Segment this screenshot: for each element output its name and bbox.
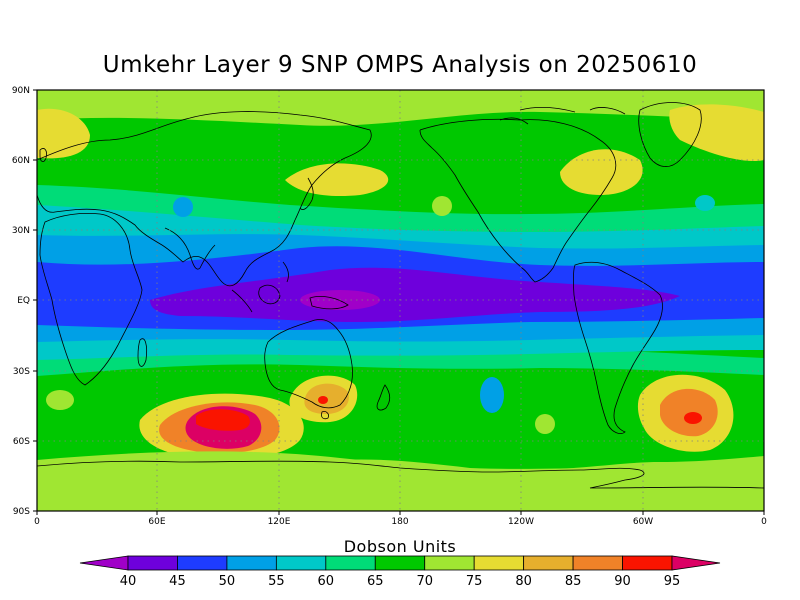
colorbar-swatch [275,555,327,571]
field-high-nw-europe [37,108,90,159]
field-band-40 [150,267,680,322]
field-high-greenland [560,149,643,195]
colorbar-tick-label: 70 [416,574,433,589]
coast-tasmania [321,411,329,420]
colorbar-arrow-low [79,555,129,571]
field-high-ne-atlantic [669,104,764,161]
coast-madagascar [137,338,148,367]
coast-greenland [638,102,702,167]
y-label: 90S [13,507,30,517]
y-label: 90N [12,86,30,96]
field-blob-pacific-north [432,196,452,216]
colorbar-tick-label: 45 [169,574,186,589]
field-high-indian-90 [196,409,250,431]
x-label: 60W [633,517,653,527]
colorbar-swatch [374,555,426,571]
y-label: 60S [13,437,30,447]
colorbar-swatch [572,555,623,571]
field-blob-westafrica [46,390,74,410]
colorbar-swatch [622,555,673,571]
colorbar-tick-label: 65 [367,574,384,589]
coast-eurasia [37,111,372,287]
coast-southamerica [572,261,663,434]
colorbar-swatch [523,555,574,571]
coast-arctic-islands [499,106,626,125]
axis-ticks [33,89,765,515]
colorbar-title: Dobson Units [343,537,457,556]
field-high-north-pacific [285,163,389,197]
field-high-australia-90 [318,396,328,404]
coast-philippines [282,261,289,283]
coast-australia [264,319,353,409]
y-label: 30S [13,367,30,377]
coast-uk [39,148,47,162]
colorbar-tick-label: 75 [466,574,483,589]
coast-japan [299,177,314,210]
colorbar: 40 45 50 55 60 65 70 75 80 85 90 95 [79,555,721,589]
field-band-south-65 [37,300,764,376]
field-high-atlantic-85 [660,388,718,437]
colorbar-swatch [226,555,277,571]
field-blob-atlantic-south [535,414,555,434]
field-blob-nz [374,437,386,447]
y-label: 30N [12,226,30,236]
colorbar-tick-label: 90 [614,574,631,589]
y-label: EQ [17,296,30,306]
colorbar-tick-label: 60 [318,574,335,589]
colorbar-tick-label: 40 [120,574,137,589]
field-high-atlantic-95 [684,412,702,424]
x-label: 120E [268,517,291,527]
coast-antarctica [37,460,764,489]
coast-india [164,227,216,270]
colorbar-tick-label: 85 [565,574,582,589]
colorbar-tick-label: 95 [664,574,681,589]
x-axis-labels: 0 60E 120E 180 120W 60W 0 [34,517,767,527]
field-antarctic [37,451,764,511]
x-label: 180 [391,517,408,527]
colorbar-swatch [177,555,228,571]
coast-newguinea [309,296,349,310]
colorbar-arrow-high [671,555,721,571]
colorbar-swatch [325,555,376,571]
map-title: Umkehr Layer 9 SNP OMPS Analysis on 2025… [102,52,698,78]
coast-sumatra [231,289,253,313]
x-label: 60E [148,517,165,527]
coast-northamerica [419,118,617,283]
x-label: 120W [508,517,534,527]
y-label: 60N [12,156,30,166]
y-axis-labels: 90N 60N 30N EQ 30S 60S 90S [12,86,30,517]
ozone-field [37,90,764,511]
colorbar-tick-label: 50 [219,574,236,589]
field-blob-atlantic-north [695,195,715,211]
colorbar-swatch [127,555,178,571]
coast-africa [39,213,143,386]
colorbar-swatch [424,555,475,571]
coast-borneo [258,284,281,305]
coast-newzealand [376,384,391,411]
coastlines [37,102,764,489]
colorbar-swatch [473,555,525,571]
x-label: 0 [761,517,767,527]
field-blob-pacific-south [480,377,504,413]
colorbar-tick-label: 80 [515,574,532,589]
colorbar-tick-label: 55 [268,574,285,589]
x-label: 0 [34,517,40,527]
graticule [37,90,764,511]
field-blob-africa [173,197,193,217]
